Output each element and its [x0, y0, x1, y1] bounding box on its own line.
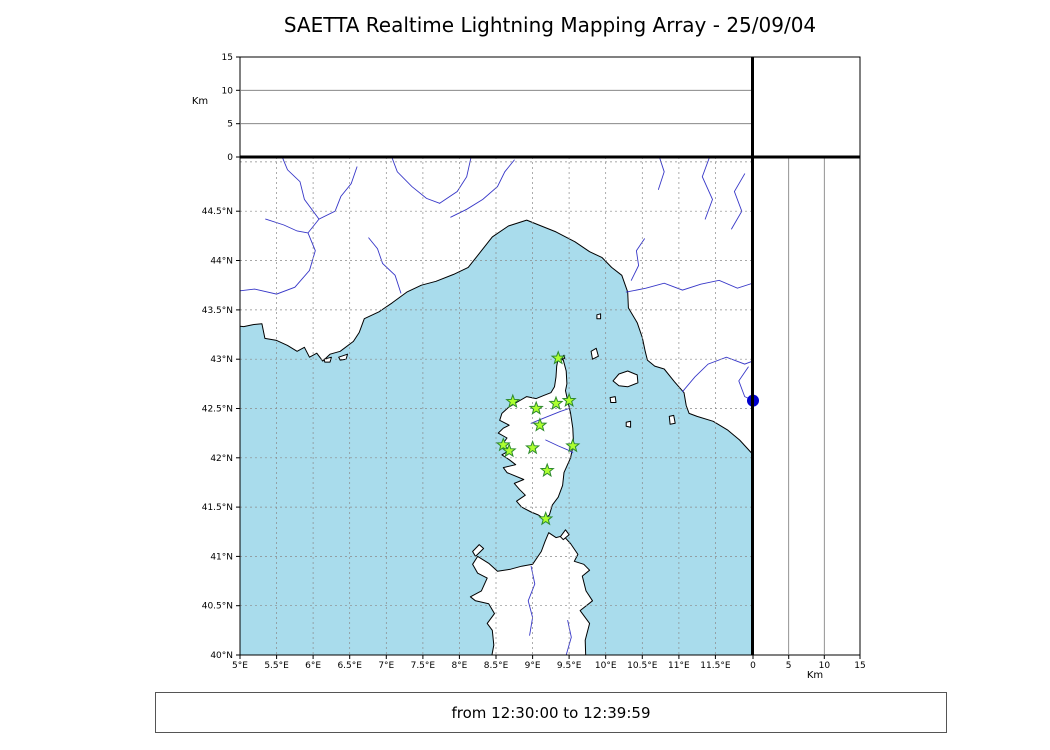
landmass-porquerolles	[323, 356, 332, 363]
time-range-text: from 12:30:00 to 12:39:59	[451, 703, 651, 722]
lon-tick-label: 5°E	[232, 661, 248, 671]
landmass-gorgona	[596, 313, 602, 320]
lon-tick-label: 11.5°E	[700, 661, 731, 671]
lon-tick-label: 7.5°E	[411, 661, 436, 671]
landmass-montecristo	[625, 420, 632, 428]
station-marker	[528, 400, 544, 415]
landmass-giglio	[668, 414, 676, 425]
station-marker	[532, 417, 548, 432]
figure-title: SAETTA Realtime Lightning Mapping Array …	[283, 13, 817, 37]
station-marker	[505, 393, 521, 408]
river	[281, 157, 320, 220]
river	[657, 157, 665, 190]
landmass-mainland	[240, 157, 752, 455]
station-marker	[501, 442, 517, 458]
lat-tick-label: 40°N	[210, 651, 233, 661]
river	[450, 159, 515, 218]
landmass-pianosa	[609, 396, 617, 403]
alt-tick-label-left: 0	[227, 153, 233, 163]
river	[565, 620, 572, 655]
alt-tick-label-bottom: 10	[819, 661, 831, 671]
river	[439, 157, 472, 204]
river	[682, 356, 752, 393]
alt-tick-label-bottom: 5	[786, 661, 792, 671]
altitude-lon-panel	[239, 56, 753, 158]
alt-tick-label-left: 5	[227, 120, 233, 130]
time-range-box: from 12:30:00 to 12:39:59	[155, 692, 947, 733]
river	[701, 157, 713, 220]
map-panel	[240, 157, 752, 655]
corner-panel	[752, 56, 861, 158]
lon-tick-label: 11°E	[668, 661, 690, 671]
river	[545, 439, 574, 454]
lat-tick-label: 42°N	[210, 454, 233, 464]
altitude-lat-panel	[752, 156, 861, 656]
lat-tick-label: 40.5°N	[202, 602, 233, 612]
lon-tick-label: 7°E	[378, 661, 394, 671]
lat-tick-label: 43°N	[210, 355, 233, 365]
alt-axis-label-right: Km	[807, 670, 823, 681]
river	[265, 218, 309, 234]
lat-tick-label: 42.5°N	[202, 404, 233, 414]
lat-tick-label: 41°N	[210, 552, 233, 562]
river	[731, 173, 746, 230]
lon-tick-label: 10°E	[595, 661, 617, 671]
landmass-asinara	[472, 544, 485, 557]
alt-tick-label-left: 10	[222, 86, 234, 96]
lon-tick-label: 10.5°E	[627, 661, 658, 671]
lon-tick-label: 8.5°E	[484, 661, 509, 671]
lon-tick-label: 6.5°E	[337, 661, 362, 671]
landmass-capraia	[590, 347, 599, 360]
station-marker	[495, 437, 511, 452]
river	[368, 237, 402, 294]
lat-tick-label: 44.5°N	[202, 207, 233, 217]
lon-tick-label: 8°E	[451, 661, 467, 671]
landmass-elba	[612, 370, 639, 388]
lon-tick-label: 5.5°E	[264, 661, 289, 671]
landmass-sardinia	[469, 532, 593, 655]
alt-tick-label-bottom: 15	[854, 661, 865, 671]
river	[240, 166, 358, 295]
alt-tick-label-bottom: 0	[750, 661, 756, 671]
landmass-maddalena	[559, 529, 570, 541]
river	[625, 279, 752, 293]
station-marker	[565, 437, 581, 453]
river	[530, 408, 570, 424]
station-marker	[539, 462, 555, 478]
alt-axis-label-top: Km	[192, 96, 208, 107]
station-marker	[548, 395, 564, 410]
lat-tick-label: 44°N	[210, 257, 233, 267]
river	[391, 157, 441, 204]
lon-tick-label: 6°E	[305, 661, 321, 671]
station-marker	[561, 392, 577, 407]
station-marker	[538, 510, 554, 526]
station-marker	[525, 439, 541, 455]
lat-tick-label: 41.5°N	[202, 503, 233, 513]
river	[630, 238, 645, 281]
lat-tick-label: 43.5°N	[202, 306, 233, 316]
station-marker	[550, 350, 566, 365]
lon-tick-label: 9°E	[525, 661, 541, 671]
lon-tick-label: 9.5°E	[557, 661, 582, 671]
alt-tick-label-left: 15	[222, 53, 233, 63]
river	[738, 366, 752, 401]
landmass-corsica	[497, 357, 574, 520]
river	[527, 565, 536, 636]
